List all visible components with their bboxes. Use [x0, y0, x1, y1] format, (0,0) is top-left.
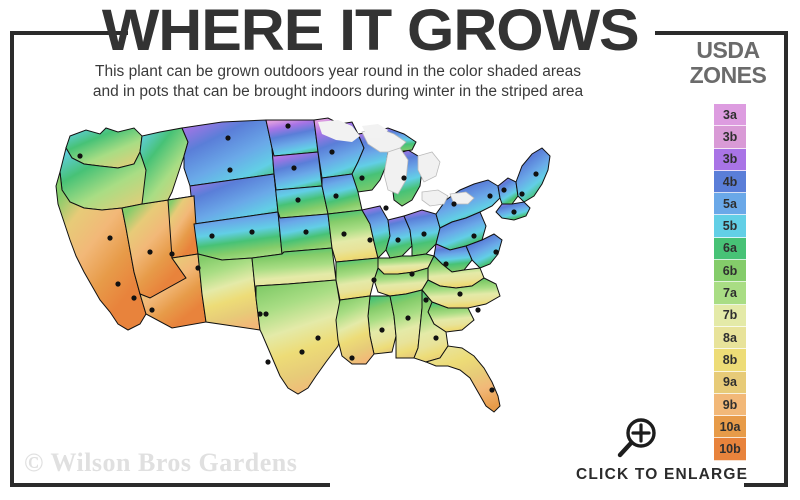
legend-swatch-6b-7: 6b [714, 260, 746, 283]
subtitle-text: This plant can be grown outdoors year ro… [28, 62, 648, 102]
page-title: WHERE IT GROWS [101, 0, 640, 63]
frame-right-border [784, 31, 788, 487]
legend-swatch-label: 4b [722, 174, 738, 189]
map-region-west [55, 119, 283, 331]
legend-swatch-label: 7b [722, 308, 738, 323]
legend-swatch-10a-14: 10a [714, 416, 746, 439]
map-region-south [335, 253, 501, 413]
click-to-enlarge-label[interactable]: CLICK TO ENLARGE [576, 466, 749, 483]
legend-swatch-label: 9a [723, 375, 737, 390]
magnifier-plus-icon[interactable] [614, 416, 660, 462]
legend-swatch-label: 6b [722, 263, 738, 278]
frame-top-right-border [655, 31, 788, 35]
map-svg[interactable] [22, 108, 662, 448]
legend-swatch-label: 10b [719, 442, 741, 457]
city-dots [77, 123, 539, 393]
legend-swatch-list: 3a 3b 3b 4b 5a 5b 6a 6b 7a 7b 8a 8b 9a 9b 10a 10b [714, 104, 746, 461]
legend-swatch-3b-2: 3b [714, 148, 746, 171]
legend-swatch-label: 7a [723, 286, 737, 301]
legend-swatch-8a-10: 8a [714, 326, 746, 350]
legend-swatch-label: 5a [723, 196, 737, 211]
frame-bottom-border [10, 483, 330, 487]
legend-swatch-label: 6a [723, 241, 737, 256]
legend-swatch-7b-9: 7b [714, 304, 746, 327]
legend-swatch-label: 9b [722, 397, 738, 412]
legend-swatch-label: 8b [722, 352, 738, 367]
legend-swatch-label: 3b [722, 129, 738, 144]
subtitle-line-2: and in pots that can be brought indoors … [92, 83, 584, 100]
legend-swatch-7a-8: 7a [714, 282, 746, 305]
usda-hardiness-zone-map[interactable] [22, 108, 662, 448]
frame-left-border [10, 31, 14, 487]
legend-swatch-label: 10a [719, 419, 741, 434]
frame-bottom-right-border [744, 483, 788, 487]
legend-swatch-3b-1: 3b [714, 126, 746, 149]
legend-swatch-label: 3b [722, 152, 738, 167]
subtitle-line-1: This plant can be grown outdoors year ro… [95, 63, 581, 80]
legend-swatch-8b-11: 8b [714, 349, 746, 372]
legend-swatch-3a-0: 3a [714, 104, 746, 127]
legend-swatch-9a-12: 9a [714, 371, 746, 394]
northern-white-patches [318, 120, 388, 142]
legend-swatch-5a-4: 5a [714, 193, 746, 216]
legend-swatch-5b-5: 5b [714, 215, 746, 238]
legend-swatch-4b-3: 4b [714, 170, 746, 194]
legend-title: USDA ZONES [672, 38, 784, 88]
legend-swatch-label: 5b [722, 219, 738, 234]
legend-swatch-label: 8a [723, 330, 737, 345]
legend-title-line-2: ZONES [689, 62, 767, 88]
frame-top-left-border [10, 31, 128, 35]
legend-title-line-1: USDA [696, 37, 760, 63]
legend-swatch-6a-6: 6a [714, 237, 746, 261]
legend-swatch-label: 3a [723, 107, 737, 122]
legend-swatch-9b-13: 9b [714, 393, 746, 417]
watermark-text: © Wilson Bros Gardens [24, 448, 298, 477]
legend-swatch-10b-15: 10b [714, 438, 746, 461]
